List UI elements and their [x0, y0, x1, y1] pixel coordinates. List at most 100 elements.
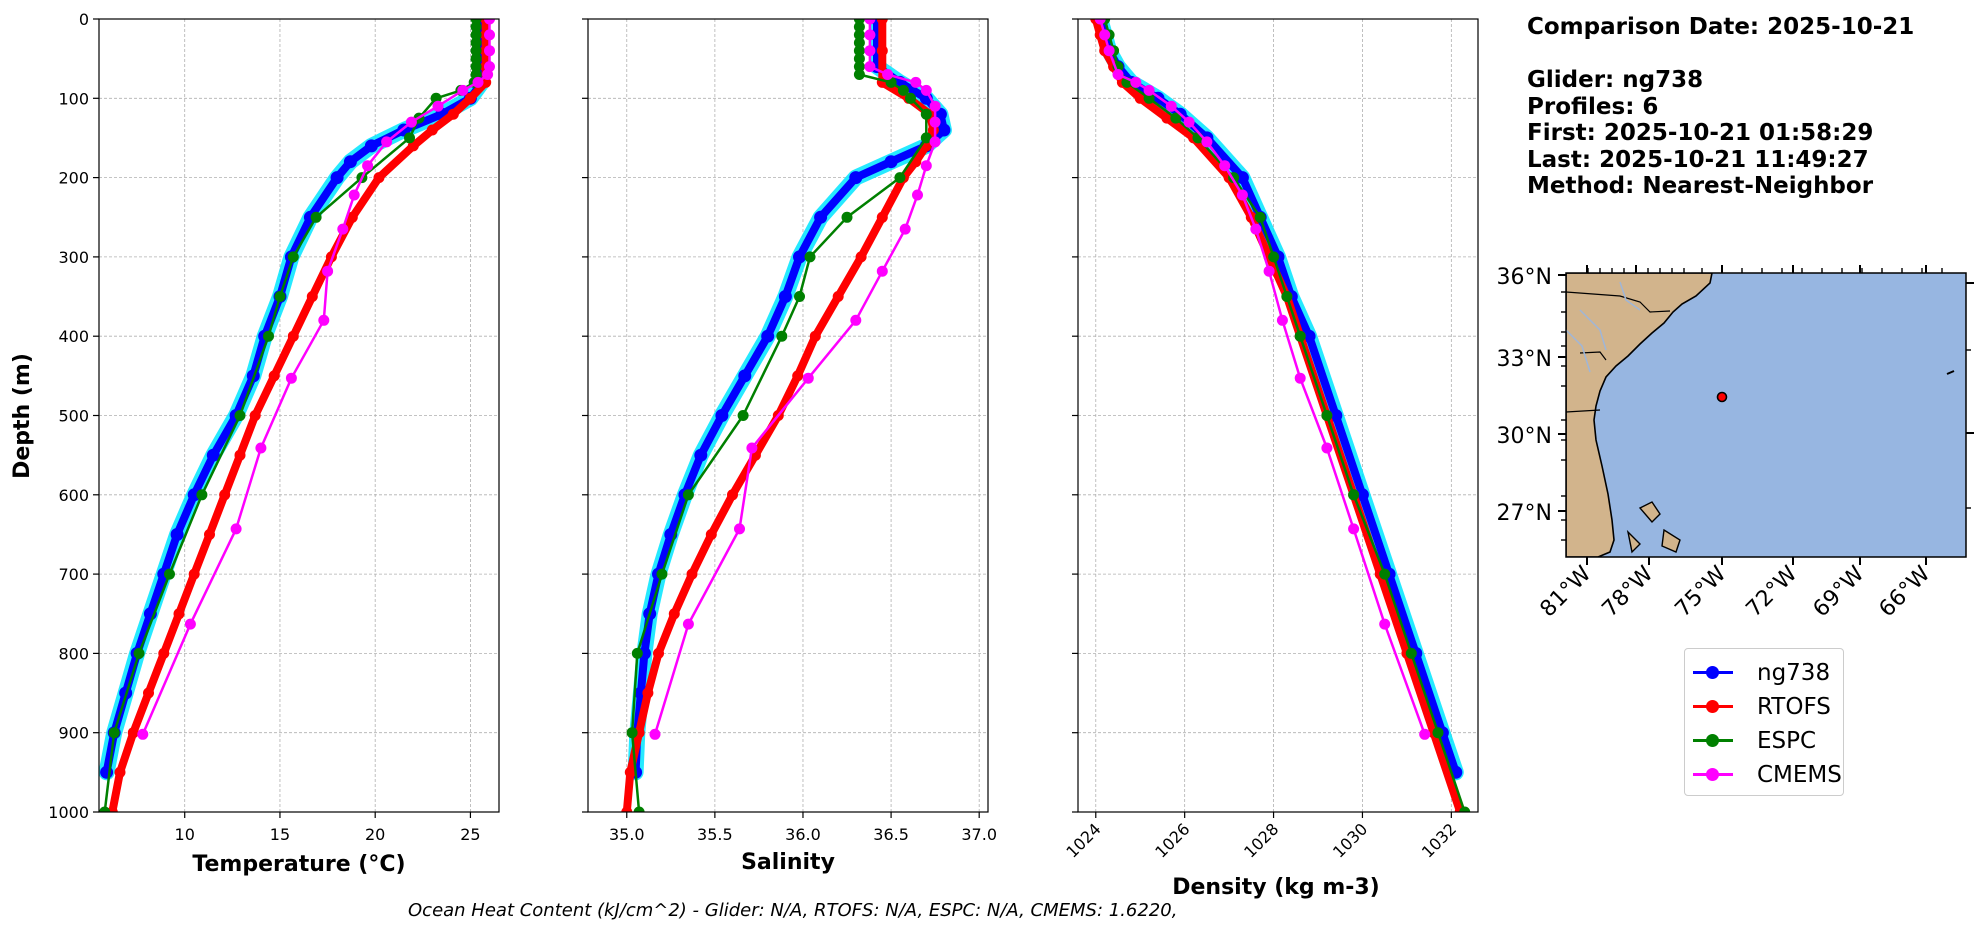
ng738-point [715, 409, 729, 422]
espc-point [853, 21, 865, 33]
legend-label: RTOFS [1757, 694, 1831, 720]
ng738-point [937, 123, 951, 137]
depth-tick-label: 0 [79, 10, 89, 29]
legend-marker [1706, 734, 1719, 747]
espc-point [1459, 806, 1471, 812]
cmems-point [1263, 265, 1275, 277]
salinity-ticks: 35.0 35.5 36.0 36.5 37.0 [582, 18, 997, 844]
cmems-point [910, 76, 922, 88]
cmems-point [405, 116, 417, 128]
x-tick-label: 36.5 [873, 825, 909, 844]
glider-name: Glider: ng738 [1527, 67, 1704, 93]
espc-point [470, 21, 482, 33]
cmems-point [899, 223, 911, 235]
cmems-point [484, 29, 495, 41]
map-lat-label: 27°N [1497, 501, 1552, 526]
depth-tick-label: 600 [58, 486, 89, 505]
cmems-point [184, 618, 196, 630]
cmems-line [1098, 19, 1426, 736]
cmems-point [920, 84, 932, 96]
espc-point [853, 29, 865, 41]
rtofs-point [268, 370, 280, 382]
cmems-point [912, 189, 923, 201]
map-lat-label: 36°N [1497, 265, 1552, 290]
legend-marker [1706, 768, 1719, 781]
x-tick-label: 1026 [1151, 819, 1193, 861]
rtofs-point [642, 687, 654, 699]
cmems-point [348, 189, 360, 201]
x-tick-label: 37.0 [961, 825, 997, 844]
cmems-point [682, 618, 694, 630]
cmems-point [929, 100, 941, 112]
cmems-point [1130, 76, 1142, 88]
espc-point [897, 84, 909, 96]
rtofs-point [219, 489, 231, 501]
cmems-point [929, 116, 941, 128]
rtofs-point [114, 766, 126, 778]
espc-point [776, 330, 788, 342]
espc-point [274, 291, 286, 302]
depth-tick-label: 200 [58, 169, 89, 188]
salinity-axis-label: Salinity [741, 850, 835, 875]
ng738-point [849, 171, 863, 185]
depth-tick-label: 300 [58, 248, 89, 267]
map-frame [1565, 272, 1967, 558]
location-map: 36°N 33°N 30°N 27°N 81°W 78°W 75°W 72°W … [1497, 265, 1974, 622]
profile-count: Profiles: 6 [1527, 93, 1659, 120]
espc-point [470, 61, 482, 73]
cmems-point [1183, 116, 1195, 128]
x-tick-label: 25 [460, 825, 480, 844]
espc-point [804, 251, 816, 263]
depth-axis-label: Depth (m) [10, 353, 35, 479]
x-tick-label: 36.0 [785, 825, 821, 844]
cmems-point [1276, 314, 1288, 326]
espc-point [263, 330, 274, 342]
last-profile-time: Last: 2025-10-21 11:49:27 [1527, 146, 1869, 173]
depth-tick-label: 1000 [48, 803, 89, 822]
x-tick-label: 15 [270, 825, 290, 844]
espc-point [631, 647, 643, 659]
espc-point [470, 29, 482, 41]
x-tick-label: 10 [175, 825, 195, 844]
x-tick-label: 1032 [1418, 819, 1460, 861]
espc-point [1379, 568, 1391, 580]
espc-point [894, 172, 906, 184]
espc-point [633, 806, 645, 812]
cmems-point [230, 523, 242, 535]
rtofs-point [188, 568, 200, 580]
espc-point [108, 727, 120, 739]
rtofs-point [668, 608, 680, 620]
ng738-point [364, 139, 378, 153]
rtofs-point [621, 806, 633, 812]
map-river-1 [1579, 309, 1607, 351]
rtofs-point [855, 251, 867, 263]
rtofs-point [1134, 92, 1146, 104]
cmems-point [1165, 100, 1177, 112]
salinity-series [621, 19, 952, 812]
x-tick-label: 35.5 [697, 825, 733, 844]
legend-marker [1706, 700, 1719, 713]
ng738-point [187, 488, 201, 502]
espc-point [905, 92, 916, 104]
ng738-point [343, 155, 357, 169]
ng738-point [884, 155, 898, 169]
espc-point [133, 647, 145, 659]
espc-point [1321, 410, 1333, 421]
cmems-point [484, 45, 495, 57]
cmems-point [734, 523, 745, 535]
temperature-ticks: 0 100 200 300 400 500 600 700 800 900 1000 10 15 20 25 [48, 10, 480, 844]
density-ticks: 1024 1026 1028 1030 1032 [1062, 18, 1460, 862]
legend-label: ng738 [1757, 660, 1831, 686]
x-tick-label: 20 [365, 825, 385, 844]
map-river-3 [1566, 329, 1591, 373]
x-tick-label: 1024 [1062, 819, 1104, 861]
espc-point [287, 251, 299, 263]
rtofs-point [876, 211, 888, 223]
cmems-point [1250, 223, 1262, 235]
espc-point [1348, 489, 1360, 501]
ng738-point [738, 369, 752, 383]
cmems-point [1294, 372, 1306, 384]
depth-tick-label: 900 [58, 724, 89, 743]
espc-point [99, 806, 111, 812]
ng738-point [170, 528, 184, 541]
